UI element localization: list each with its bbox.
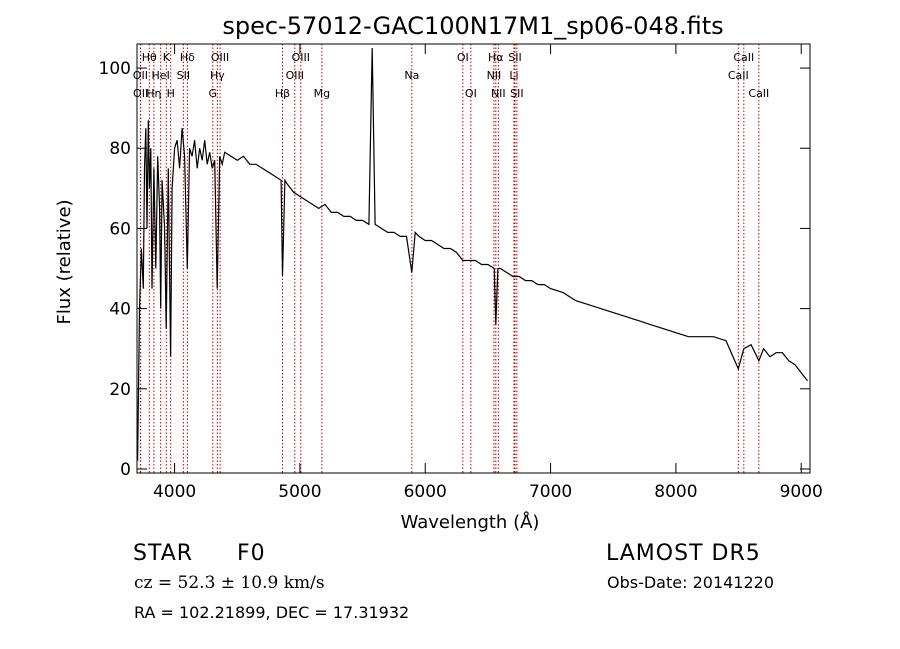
x-axis-label: Wavelength (Å) xyxy=(401,511,540,533)
line-marker-label: Hδ xyxy=(180,51,195,64)
line-marker-label: NII xyxy=(491,87,506,100)
axes: 4000 5000 6000 7000 8000 9000 0 20 40 60 80 100 xyxy=(99,44,823,502)
line-markers xyxy=(139,44,760,473)
line-marker-label: OI xyxy=(457,51,469,64)
x-tick-label: 7000 xyxy=(529,482,572,502)
line-marker-label: SII xyxy=(510,87,523,100)
line-marker-label: SII xyxy=(177,69,190,82)
line-marker-label: OIII xyxy=(286,69,304,82)
line-marker-label: CaII xyxy=(728,69,749,82)
object-class: STAR xyxy=(133,541,194,566)
obs-date: Obs-Date: 20141220 xyxy=(607,573,775,592)
y-tick-label: 80 xyxy=(109,139,131,159)
y-axis-label: Flux (relative) xyxy=(54,199,75,324)
x-tick-label: 9000 xyxy=(780,482,823,502)
line-marker-label: NII xyxy=(487,69,502,82)
line-marker-label: OI xyxy=(465,87,477,100)
line-marker-label: Li xyxy=(509,69,518,82)
line-marker-label: Na xyxy=(404,69,419,82)
chart-title: spec-57012-GAC100N17M1_sp06-048.fits xyxy=(222,12,723,40)
line-marker-label: OII xyxy=(133,69,148,82)
subclass: F0 xyxy=(237,541,266,566)
line-marker-label: K xyxy=(163,51,171,64)
redshift-text: cz = 52.3 ± 10.9 km/s xyxy=(134,573,325,593)
line-marker-label: H xyxy=(167,87,175,100)
line-marker-label: HeI xyxy=(152,69,170,82)
y-tick-label: 40 xyxy=(109,300,131,320)
y-tick-label: 60 xyxy=(109,219,131,239)
line-marker-label: CaII xyxy=(733,51,754,64)
survey-name: LAMOST DR5 xyxy=(606,541,761,566)
line-marker-label: CaII xyxy=(748,87,769,100)
x-tick-label: 5000 xyxy=(278,482,321,502)
x-tick-label: 8000 xyxy=(654,482,697,502)
line-marker-label: Hγ xyxy=(210,69,225,82)
line-marker-label: OIII xyxy=(211,51,229,64)
line-marker-label: SII xyxy=(508,51,521,64)
y-tick-label: 0 xyxy=(120,460,131,480)
line-marker-label: OIII xyxy=(292,51,310,64)
line-marker-label: Hα xyxy=(488,51,504,64)
line-marker-labels: OIIOIIHθHηHeIKHSIIHδGHγOIIIHβOIIIOIIIMgN… xyxy=(133,51,770,100)
coordinates: RA = 102.21899, DEC = 17.31932 xyxy=(134,603,410,622)
line-marker-label: Hη xyxy=(146,87,161,100)
line-marker-label: Hθ xyxy=(142,51,157,64)
line-marker-label: Mg xyxy=(314,87,330,100)
x-tick-label: 4000 xyxy=(153,482,196,502)
line-marker-label: Hβ xyxy=(275,87,290,100)
spectrum-line xyxy=(137,47,808,462)
y-tick-label: 100 xyxy=(99,59,131,79)
plot-frame xyxy=(136,43,811,474)
line-marker-label: G xyxy=(209,87,218,100)
y-tick-label: 20 xyxy=(109,380,131,400)
x-tick-label: 6000 xyxy=(404,482,447,502)
